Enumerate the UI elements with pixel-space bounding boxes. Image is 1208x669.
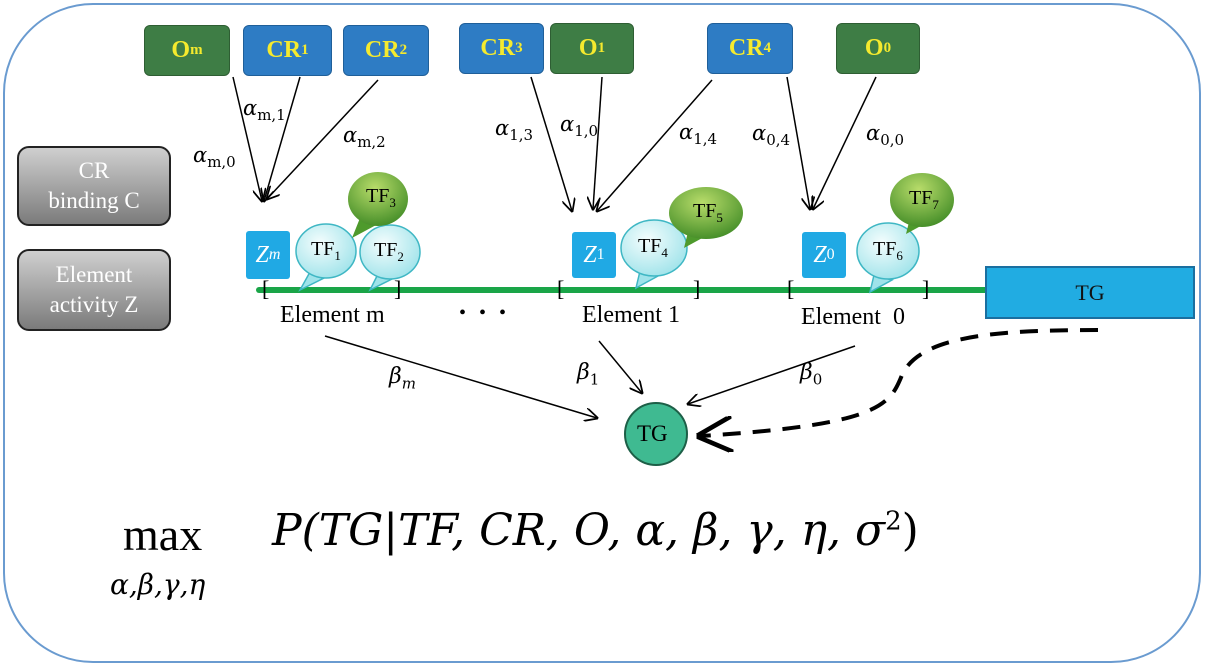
element-1-label: Element 1 bbox=[582, 302, 680, 328]
node-cr-3: CR 3 bbox=[459, 23, 544, 74]
alpha-m-0-label: αm,0 bbox=[193, 143, 236, 172]
arrow-cr1-zm bbox=[264, 76, 301, 201]
node-cr-1-sub: 1 bbox=[301, 42, 309, 58]
element-0-label: Element 0 bbox=[801, 304, 905, 330]
alpha-m-2-label: αm,2 bbox=[343, 123, 386, 152]
node-o-0-base: O bbox=[864, 35, 884, 61]
node-o-m-base: O bbox=[171, 37, 191, 63]
element-1-bracket-right: ] bbox=[693, 276, 701, 301]
bubble-tf2-shape bbox=[359, 224, 421, 292]
node-cr-3-base: CR bbox=[480, 35, 516, 61]
arrow-element-0-tg bbox=[688, 345, 856, 404]
arrow-element-m-tg bbox=[324, 335, 597, 418]
node-o-0-sub: 0 bbox=[883, 40, 892, 56]
node-cr-2: CR 2 bbox=[343, 25, 429, 76]
legend-cr-binding-line2: binding C bbox=[48, 188, 140, 213]
node-cr-2-sub: 2 bbox=[399, 42, 408, 58]
arrow-o0-z0 bbox=[813, 76, 877, 209]
alpha-m-1-label: αm,1 bbox=[243, 96, 286, 125]
element-m-bracket-right: ] bbox=[394, 276, 402, 301]
bubble-tf7-shape bbox=[890, 173, 954, 234]
tf3-label: TF3 bbox=[366, 185, 396, 210]
arrow-cr2-zm bbox=[267, 79, 379, 199]
formula-sup: 2 bbox=[885, 506, 902, 537]
node-cr-1-base: CR bbox=[266, 37, 302, 63]
tf2-label: TF2 bbox=[374, 239, 404, 264]
node-o-1-base: O bbox=[578, 35, 598, 61]
alpha-1-3-label: α1,3 bbox=[495, 116, 534, 145]
beta-m-label: βm bbox=[389, 364, 416, 393]
tf5-label: TF5 bbox=[693, 200, 723, 225]
tf6-label: TF6 bbox=[873, 238, 903, 263]
legend-cr-binding: CR binding C bbox=[17, 146, 171, 226]
bubble-tf4-shape bbox=[620, 219, 688, 290]
formula-max: max bbox=[123, 509, 203, 560]
arrow-tg-bar-tg-node bbox=[700, 328, 1099, 436]
tf1-label: TF1 bbox=[311, 238, 341, 263]
alpha-1-0-label: α1,0 bbox=[560, 112, 599, 141]
node-cr-3-sub: 3 bbox=[515, 40, 523, 56]
node-cr-4: CR 4 bbox=[707, 23, 793, 74]
node-cr-4-sub: 4 bbox=[763, 40, 772, 56]
legend-element-activity-line1: Element bbox=[55, 262, 133, 287]
legend-element-activity-line2: activity Z bbox=[49, 292, 139, 317]
arrow-om-zm bbox=[232, 76, 262, 201]
bubble-tf5-shape bbox=[669, 187, 743, 248]
bubble-tf6-shape bbox=[856, 222, 920, 294]
formula-close: ) bbox=[901, 505, 919, 556]
arrow-cr4-z1 bbox=[597, 79, 713, 211]
arrow-o1-z1 bbox=[593, 76, 603, 209]
node-o-m-sub: m bbox=[190, 42, 203, 58]
bubble-tf3-shape bbox=[348, 172, 408, 238]
alpha-0-0-label: α0,0 bbox=[866, 121, 905, 150]
beta-1-label: β1 bbox=[577, 360, 600, 389]
alpha-1-4-label: α1,4 bbox=[679, 120, 718, 149]
legend-cr-binding-line1: CR bbox=[78, 158, 110, 183]
arrow-element-1-tg bbox=[598, 340, 642, 393]
beta-0-label: β0 bbox=[800, 360, 823, 389]
element-0-bracket-right: ] bbox=[922, 276, 930, 301]
alpha-0-4-label: α0,4 bbox=[752, 121, 791, 150]
ellipsis: • • • bbox=[459, 302, 511, 324]
arrow-cr3-z1 bbox=[530, 76, 572, 211]
element-0-bracket-left: [ bbox=[787, 276, 795, 301]
tg-node-circle bbox=[624, 402, 688, 466]
element-m-bracket-left: [ bbox=[262, 276, 270, 301]
formula-body-text: P(TG|TF, CR, O, α, β, γ, η, σ bbox=[272, 505, 886, 556]
formula-subscript: α,β,γ,η bbox=[110, 568, 206, 601]
tg-bar-label: TG bbox=[1075, 279, 1105, 305]
node-cr-2-base: CR bbox=[364, 37, 400, 63]
legend-element-activity: Element activity Z bbox=[17, 249, 171, 331]
tf7-label: TF7 bbox=[909, 187, 939, 212]
arrow-cr4-z0 bbox=[786, 76, 810, 209]
tg-node-label: TG bbox=[637, 421, 668, 446]
tf4-label: TF4 bbox=[638, 235, 668, 260]
node-cr-1: CR 1 bbox=[243, 25, 332, 76]
node-cr-4-base: CR bbox=[728, 35, 764, 61]
element-1-bracket-left: [ bbox=[557, 276, 565, 301]
node-o-1-sub: 1 bbox=[597, 40, 606, 56]
bubble-tf1-shape bbox=[295, 223, 357, 292]
element-m-label: Element m bbox=[280, 302, 385, 328]
tg-bar: TG bbox=[985, 266, 1195, 319]
formula-body: P(TG|TF, CR, O, α, β, γ, η, σ2) bbox=[272, 505, 919, 556]
